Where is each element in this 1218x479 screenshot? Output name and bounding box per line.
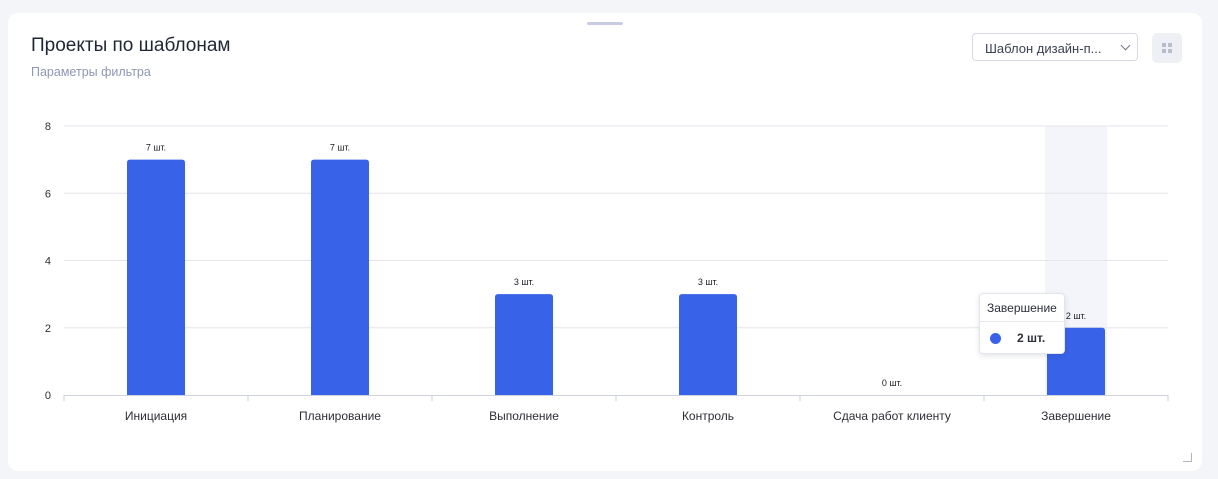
data-label: 0 шт. — [882, 378, 902, 388]
x-tick-label: Завершение — [1041, 409, 1111, 423]
data-label: 2 шт. — [1066, 311, 1086, 321]
chart-tooltip: Завершение 2 шт. — [979, 293, 1065, 354]
y-tick-label: 8 — [45, 121, 51, 133]
bar — [311, 159, 369, 395]
template-select-value: Шаблон дизайн-п... — [985, 41, 1102, 56]
bar — [495, 294, 553, 395]
data-label: 3 шт. — [698, 277, 718, 287]
y-tick-label: 6 — [45, 188, 51, 200]
tooltip-divider — [980, 321, 1064, 322]
x-tick-label: Инициация — [125, 409, 187, 423]
series-marker-icon — [990, 333, 1001, 344]
template-select[interactable]: Шаблон дизайн-п... — [972, 33, 1138, 61]
y-tick-label: 4 — [45, 256, 51, 268]
x-tick-label: Планирование — [299, 409, 381, 423]
bar — [679, 294, 737, 395]
x-tick-label: Сдача работ клиенту — [833, 409, 951, 423]
y-tick-label: 2 — [45, 323, 51, 335]
tooltip-value: 2 шт. — [1017, 331, 1046, 345]
drag-handle[interactable] — [587, 22, 623, 25]
layout-toggle-button[interactable] — [1152, 33, 1182, 63]
chart-title: Проекты по шаблонам — [31, 35, 231, 56]
resize-handle-icon[interactable] — [1183, 453, 1192, 462]
x-tick-label: Контроль — [682, 409, 734, 423]
filter-parameters-link[interactable]: Параметры фильтра — [31, 65, 151, 79]
data-label: 7 шт. — [330, 143, 350, 153]
y-tick-label: 0 — [45, 390, 51, 402]
x-tick-label: Выполнение — [489, 409, 559, 423]
data-label: 7 шт. — [146, 143, 166, 153]
tooltip-title: Завершение — [987, 301, 1057, 315]
data-label: 3 шт. — [514, 277, 534, 287]
bar — [127, 159, 185, 395]
chart-card: Проекты по шаблонам Параметры фильтра Ша… — [8, 13, 1202, 471]
